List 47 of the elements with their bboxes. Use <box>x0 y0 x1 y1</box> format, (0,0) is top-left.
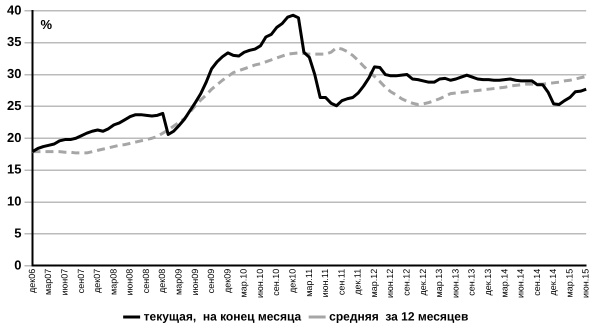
x-tick-label: мар.15 <box>564 268 574 298</box>
x-tick-label: мар.14 <box>499 268 510 298</box>
legend-label: текущая, на конец месяца <box>144 309 302 324</box>
y-tick-label: 35 <box>6 34 22 50</box>
y-tick-label: 0 <box>14 257 22 272</box>
x-tick-label: июн.15 <box>580 268 591 298</box>
x-tick-label: июн.14 <box>516 268 526 298</box>
x-tick-label: дек.11 <box>352 268 363 295</box>
x-tick-label: июн.11 <box>320 268 330 298</box>
x-tick-label: сен09 <box>206 268 216 294</box>
x-tick-label: июн.10 <box>254 268 265 298</box>
y-tick-label: 10 <box>6 194 22 209</box>
x-tick-label: дек.14 <box>548 268 558 296</box>
x-tick-label: дек09 <box>222 268 232 293</box>
y-axis-title: % <box>40 16 52 32</box>
x-tick-label: июн07 <box>60 268 70 296</box>
x-tick-label: сен.11 <box>336 268 346 296</box>
y-tick-label: 15 <box>6 162 22 177</box>
y-tick-label: 30 <box>6 66 22 82</box>
x-tick-label: сен08 <box>140 268 151 294</box>
x-tick-label: мар.10 <box>238 268 249 298</box>
x-tick-label: дек06 <box>26 268 37 293</box>
y-tick-label: 5 <box>14 225 22 240</box>
y-tick-label: 25 <box>6 98 22 113</box>
x-tick-label: мар07 <box>43 268 54 295</box>
y-tick-label: 20 <box>6 130 22 145</box>
x-tick-label: мар.11 <box>304 268 314 297</box>
x-tick-label: дек10 <box>288 268 298 293</box>
x-tick-label: сен.12 <box>402 268 412 296</box>
x-tick-label: июн.12 <box>385 268 396 298</box>
x-tick-label: июн09 <box>190 268 200 296</box>
x-tick-label: сен.14 <box>532 268 542 296</box>
y-tick-label: 40 <box>6 2 22 18</box>
x-tick-label: сен.10 <box>271 268 282 296</box>
legend-label: средняя за 12 месяцев <box>329 309 468 324</box>
x-tick-label: дек07 <box>92 268 102 293</box>
x-tick-label: дек.12 <box>418 268 428 296</box>
x-tick-label: мар.12 <box>368 268 379 298</box>
x-tick-label: мар09 <box>174 268 184 295</box>
x-tick-label: дек08 <box>157 268 168 293</box>
x-tick-label: дек.13 <box>482 268 493 296</box>
x-tick-label: мар08 <box>108 268 118 295</box>
x-tick-label: июн08 <box>124 268 135 296</box>
x-tick-label: сен.13 <box>466 268 477 296</box>
x-tick-label: июн.13 <box>450 268 460 298</box>
x-tick-label: мар.13 <box>434 268 444 298</box>
x-tick-label: сен07 <box>76 268 86 294</box>
